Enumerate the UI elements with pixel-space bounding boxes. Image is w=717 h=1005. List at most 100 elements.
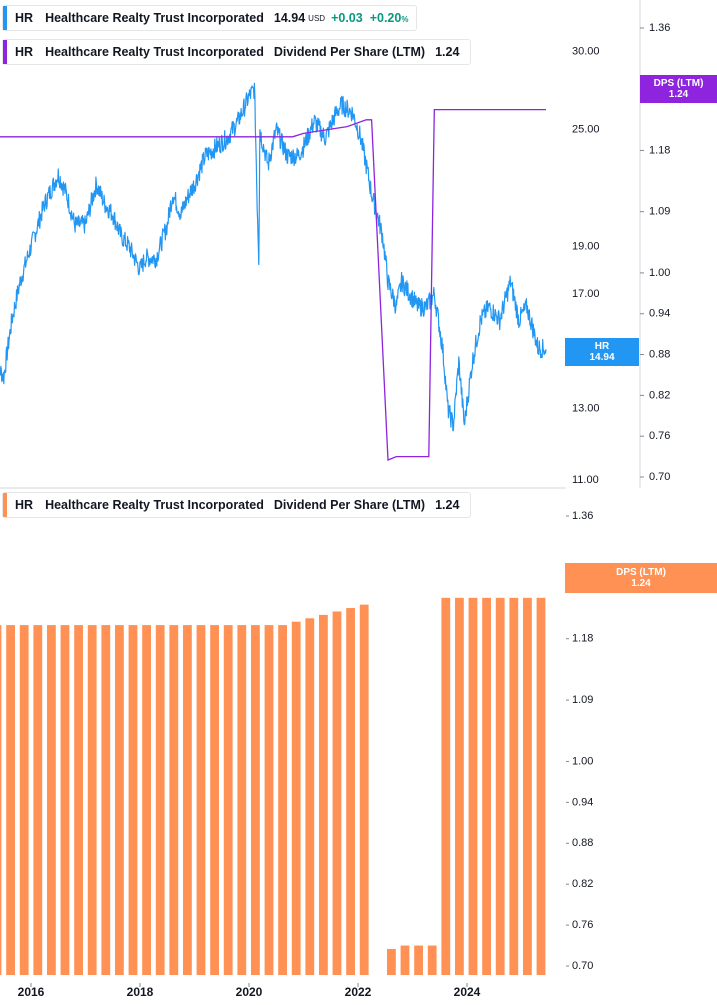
dps-bar-5 — [60, 625, 70, 975]
dps-bar-7 — [87, 625, 97, 975]
dps-top-axis-tick-9: 0.70 — [649, 471, 670, 483]
legend-dps-bottom: HR Healthcare Realty Trust Incorporated … — [2, 492, 472, 518]
dps-bar-30 — [400, 945, 410, 975]
legend-dps-top-name: Healthcare Realty Trust Incorporated — [45, 45, 264, 59]
dps-bar-17 — [223, 625, 233, 975]
legend-price: HR Healthcare Realty Trust Incorporated … — [2, 5, 418, 31]
dps-bottom-axis-tick-7: 0.82 — [572, 878, 593, 890]
dps-bottom-tag-value: 1.24 — [631, 578, 651, 589]
legend-dps-top: HR Healthcare Realty Trust Incorporated … — [2, 39, 472, 65]
dps-bar-24 — [319, 614, 328, 975]
legend-price-change-pct-value: +0.20 — [369, 11, 402, 25]
price-axis-tick-1: 25.00 — [572, 123, 600, 135]
dps-bar-8 — [101, 625, 111, 975]
price-axis-tick-4: 13.00 — [572, 403, 600, 415]
dps-bar-26 — [346, 608, 355, 975]
dps-bar-11 — [142, 625, 151, 975]
hr-price-tag: HR 14.94 — [565, 338, 639, 366]
x-axis-tick-3: 2022 — [345, 985, 372, 999]
price-series-line — [0, 82, 547, 432]
legend-dps-bottom-swatch — [3, 493, 7, 517]
legend-price-value: 14.94 — [273, 11, 306, 25]
legend-dps-bottom-metric: Dividend Per Share (LTM) — [273, 498, 426, 512]
hr-tag-label: HR — [594, 341, 610, 352]
dps-bottom-axis-tick-9: 0.70 — [572, 960, 593, 972]
dps-bar-34 — [455, 597, 464, 975]
x-axis-tick-2: 2020 — [236, 985, 263, 999]
dps-top-tag-label: DPS (LTM) — [653, 78, 704, 89]
dps-top-tag-value: 1.24 — [668, 89, 689, 100]
dps-bar-36 — [482, 597, 491, 975]
dps-bar-37 — [495, 597, 505, 975]
dps-series-line — [0, 108, 546, 461]
dps-bar-29 — [387, 948, 396, 975]
dps-bar-18 — [237, 625, 247, 975]
dps-bar-9 — [115, 625, 124, 975]
legend-price-pct-sign: % — [401, 15, 409, 24]
dps-bar-32 — [427, 945, 437, 975]
dps-bar-14 — [183, 625, 192, 975]
x-axis-tick-1: 2018 — [127, 985, 154, 999]
dps-bottom-axis-tick-3: 1.09 — [572, 694, 593, 706]
dps-bar-6 — [74, 625, 83, 975]
legend-price-change-pct: +0.20% — [370, 11, 409, 25]
legend-dps-top-metric: Dividend Per Share (LTM) — [273, 45, 426, 59]
legend-price-currency: USD — [308, 13, 326, 23]
dps-top-axis-tick-7: 0.82 — [649, 389, 670, 401]
dps-bar-39 — [523, 597, 532, 975]
legend-price-change: +0.03 — [331, 11, 363, 25]
dps-bar-10 — [128, 625, 138, 975]
x-axis-tick-0: 2016 — [18, 985, 45, 999]
dps-bottom-axis-tick-0: 1.36 — [572, 510, 593, 522]
dps-bar-16 — [210, 625, 219, 975]
hr-tag-value: 14.94 — [589, 352, 615, 363]
dps-bar-25 — [332, 611, 342, 975]
dps-top-axis-tick-8: 0.76 — [649, 430, 670, 442]
dps-bar-1 — [6, 625, 15, 975]
legend-dps-bottom-value: 1.24 — [435, 498, 460, 512]
dps-bottom-axis-tick-4: 1.00 — [572, 755, 593, 767]
dps-bar-31 — [414, 945, 423, 975]
dps-bottom-axis-tick-5: 0.94 — [572, 796, 593, 808]
dps-bar-19 — [251, 625, 260, 975]
legend-dps-top-value: 1.24 — [435, 45, 460, 59]
price-axis-tick-0: 30.00 — [572, 46, 600, 58]
dps-bar-13 — [169, 625, 179, 975]
dps-bar-22 — [291, 621, 301, 975]
legend-dps-top-swatch — [3, 40, 7, 64]
x-axis-tick-4: 2024 — [454, 985, 481, 999]
dps-bar-35 — [468, 597, 478, 975]
price-axis-tick-5: 11.00 — [572, 474, 599, 486]
legend-dps-bottom-ticker: HR — [15, 498, 34, 512]
legend-dps-bottom-name: Healthcare Realty Trust Incorporated — [45, 498, 264, 512]
dps-bar-2 — [19, 625, 29, 975]
dps-bottom-axis-tick-2: 1.18 — [572, 633, 593, 645]
dps-bar-15 — [196, 625, 206, 975]
dps-bar-40 — [536, 597, 546, 975]
dps-top-price-tag: DPS (LTM) 1.24 — [640, 75, 717, 103]
dps-bar-0 — [0, 625, 2, 975]
dps-top-axis-tick-3: 1.09 — [649, 206, 670, 218]
dps-bottom-axis-tick-8: 0.76 — [572, 919, 593, 931]
dps-bottom-axis-tick-6: 0.88 — [572, 837, 593, 849]
price-axis-tick-2: 19.00 — [572, 241, 600, 253]
dps-bar-4 — [47, 625, 56, 975]
dps-bar-33 — [441, 597, 451, 975]
dps-bar-38 — [509, 597, 519, 975]
dps-bottom-tag-label: DPS (LTM) — [616, 567, 666, 578]
dps-bar-12 — [155, 625, 165, 975]
dps-top-axis-tick-6: 0.88 — [649, 348, 670, 360]
dps-top-axis-tick-2: 1.18 — [649, 144, 670, 156]
price-axis-tick-3: 17.00 — [572, 288, 600, 300]
dps-bar-23 — [305, 618, 315, 975]
dps-bottom-price-tag: DPS (LTM) 1.24 — [565, 563, 717, 593]
legend-price-name: Healthcare Realty Trust Incorporated — [45, 11, 264, 25]
legend-dps-top-ticker: HR — [15, 45, 34, 59]
dps-bar-21 — [278, 625, 287, 975]
dps-bar-27 — [359, 604, 369, 975]
dps-top-axis-tick-4: 1.00 — [649, 267, 670, 279]
dps-top-axis-tick-5: 0.94 — [649, 308, 670, 320]
dps-bar-3 — [33, 625, 43, 975]
legend-price-ticker: HR — [15, 11, 34, 25]
